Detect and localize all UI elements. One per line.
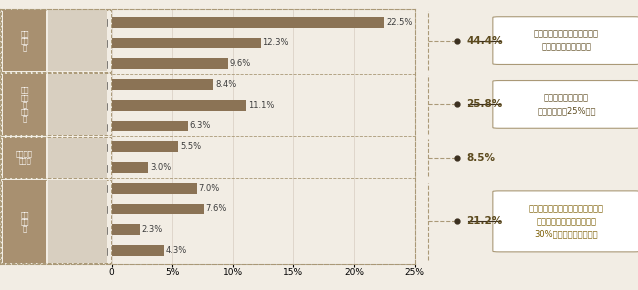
Bar [112,79,214,90]
Text: 8.5%: 8.5% [466,153,495,163]
Bar [48,137,107,177]
FancyBboxPatch shape [493,17,638,64]
Text: 22.5%: 22.5% [386,18,413,27]
Bar [3,137,46,177]
Text: 8.4%: 8.4% [215,80,237,89]
Bar [112,58,228,69]
Text: 投資
上級
層: 投資 上級 層 [20,211,29,232]
Text: 21.2%: 21.2% [466,216,502,226]
FancyBboxPatch shape [493,191,638,252]
Text: 投資
素人
層: 投資 素人 層 [20,30,29,51]
Text: 投資行動習熟層や投資上級層は、
両者合わせて投資家全体の
30%程度しか存在しない: 投資行動習熟層や投資上級層は、 両者合わせて投資家全体の 30%程度しか存在しな… [529,204,604,238]
Bar [112,141,178,152]
Text: 投資行動
熟練層: 投資行動 熟練層 [16,151,33,164]
Bar [48,10,107,71]
Bar [3,180,46,263]
Bar [112,37,261,48]
Text: 44.4%: 44.4% [466,36,503,46]
Text: 9.6%: 9.6% [230,59,251,68]
Text: 25.8%: 25.8% [466,99,502,109]
Bar [112,121,188,131]
Text: 投資素人層が、投資家全体の
半数近くを占めている: 投資素人層が、投資家全体の 半数近くを占めている [534,30,599,51]
Text: テクニカル投機層が
投資家全体の25%程度: テクニカル投機層が 投資家全体の25%程度 [537,94,596,115]
Bar [112,17,384,28]
Text: 7.6%: 7.6% [205,204,227,213]
Bar [112,245,164,256]
Bar [112,204,204,214]
Text: 3.0%: 3.0% [150,163,171,172]
Bar [112,183,197,193]
Text: 4.3%: 4.3% [166,246,187,255]
Text: 7.0%: 7.0% [198,184,219,193]
Bar [112,100,246,110]
FancyBboxPatch shape [493,81,638,128]
Text: 5.5%: 5.5% [180,142,201,151]
Bar [3,10,46,71]
Bar [3,74,46,135]
Bar [112,162,148,173]
Text: 11.1%: 11.1% [248,101,274,110]
Bar [48,180,107,263]
Bar [112,224,140,235]
Text: テク
ニカ
ル
投機
層: テク ニカ ル 投機 層 [20,87,29,122]
Text: 6.3%: 6.3% [190,122,211,130]
Bar [48,74,107,135]
Text: 12.3%: 12.3% [263,39,289,48]
Text: 2.3%: 2.3% [142,225,163,234]
